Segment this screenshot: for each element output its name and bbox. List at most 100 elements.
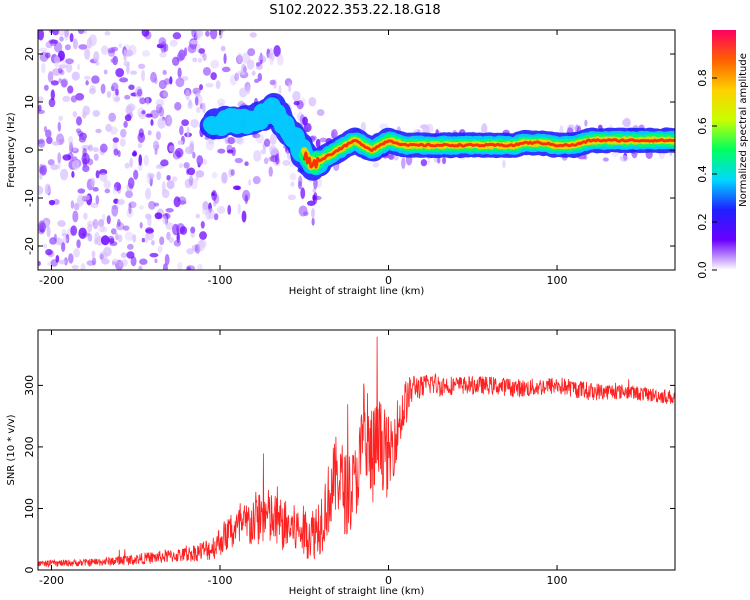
noise-blob bbox=[123, 120, 128, 128]
noise-blob bbox=[186, 265, 196, 270]
noise-blob bbox=[89, 85, 96, 92]
noise-blob bbox=[164, 253, 170, 266]
noise-blob bbox=[154, 212, 163, 220]
noise-blob bbox=[154, 148, 158, 155]
noise-blob bbox=[202, 102, 206, 114]
noise-blob bbox=[155, 98, 165, 108]
noise-blob bbox=[502, 159, 506, 169]
noise-blob bbox=[298, 205, 308, 217]
spectrogram-x-tick-label: -100 bbox=[208, 274, 233, 287]
noise-blob bbox=[127, 177, 135, 189]
noise-blob bbox=[297, 180, 302, 190]
noise-blob bbox=[195, 173, 199, 181]
noise-blob bbox=[426, 123, 434, 135]
noise-blob bbox=[269, 133, 277, 145]
noise-blob bbox=[224, 135, 231, 145]
noise-blob bbox=[220, 45, 226, 52]
noise-blob bbox=[101, 213, 106, 221]
noise-blob bbox=[212, 200, 217, 207]
chart-title: S102.2022.353.22.18.G18 bbox=[269, 3, 440, 18]
noise-blob bbox=[211, 190, 217, 201]
noise-blob bbox=[77, 63, 81, 71]
noise-blob bbox=[155, 131, 162, 140]
noise-blob bbox=[173, 239, 182, 247]
noise-blob bbox=[205, 30, 210, 37]
noise-blob bbox=[123, 49, 127, 62]
noise-blob bbox=[38, 185, 44, 195]
noise-blob bbox=[268, 166, 273, 177]
noise-blob bbox=[50, 80, 59, 86]
noise-blob bbox=[420, 124, 427, 129]
noise-blob bbox=[187, 44, 197, 54]
noise-blob bbox=[110, 228, 117, 235]
noise-blob bbox=[216, 98, 226, 106]
noise-blob bbox=[116, 199, 125, 206]
noise-blob bbox=[315, 178, 323, 188]
noise-blob bbox=[112, 186, 118, 195]
noise-blob bbox=[296, 112, 304, 121]
spectrogram-x-tick-label: -200 bbox=[39, 274, 64, 287]
spectrogram-y-tick-label: 10 bbox=[23, 95, 36, 109]
noise-blob bbox=[197, 57, 203, 63]
snr-chart: -200 -100 0 100 0 100 200 300 Height of straight… bbox=[6, 329, 676, 597]
noise-blob bbox=[139, 205, 144, 210]
noise-blob bbox=[88, 34, 97, 47]
noise-blob bbox=[68, 253, 74, 264]
noise-blob bbox=[53, 55, 61, 64]
noise-blob bbox=[91, 250, 96, 258]
noise-blob bbox=[183, 162, 190, 169]
noise-blob bbox=[192, 57, 198, 63]
noise-blob bbox=[104, 188, 111, 194]
noise-blob bbox=[124, 162, 130, 169]
noise-blob bbox=[144, 233, 149, 244]
noise-blob bbox=[133, 169, 139, 180]
noise-blob bbox=[166, 115, 173, 127]
snr-y-tick-label: 100 bbox=[23, 498, 36, 519]
noise-blob bbox=[166, 180, 175, 190]
noise-blob bbox=[319, 137, 327, 143]
noise-blob bbox=[145, 113, 153, 118]
noise-blob bbox=[145, 96, 150, 106]
noise-blob bbox=[141, 237, 146, 243]
ridge-band bbox=[302, 138, 675, 169]
noise-blob bbox=[83, 75, 91, 80]
noise-blob bbox=[100, 226, 108, 233]
noise-blob bbox=[202, 53, 207, 62]
noise-blob bbox=[185, 146, 194, 155]
noise-blob bbox=[162, 215, 168, 225]
noise-blob bbox=[311, 207, 315, 219]
noise-blob bbox=[619, 155, 629, 162]
noise-blob bbox=[132, 234, 137, 243]
spectrogram-y-tick-label: 0 bbox=[23, 147, 36, 154]
noise-blob bbox=[65, 63, 73, 73]
noise-blob bbox=[159, 90, 169, 99]
noise-blob bbox=[78, 136, 87, 143]
noise-blob bbox=[171, 176, 178, 182]
noise-blob bbox=[231, 146, 236, 157]
noise-blob bbox=[113, 148, 119, 156]
noise-blob bbox=[154, 77, 158, 85]
noise-blob bbox=[38, 47, 48, 53]
noise-blob bbox=[316, 109, 325, 117]
noise-blob bbox=[92, 147, 100, 153]
noise-blob bbox=[202, 66, 212, 76]
noise-blob bbox=[126, 251, 135, 259]
noise-blob bbox=[190, 39, 199, 45]
noise-blob bbox=[234, 157, 243, 164]
noise-blob bbox=[154, 144, 160, 150]
snr-x-axis-label: Height of straight line (km) bbox=[289, 586, 425, 597]
noise-blob bbox=[118, 43, 122, 49]
noise-blob bbox=[98, 225, 106, 233]
noise-blob bbox=[179, 226, 188, 235]
noise-blob bbox=[165, 208, 174, 213]
noise-blob bbox=[120, 128, 127, 138]
noise-blob bbox=[50, 259, 58, 267]
noise-blob bbox=[39, 173, 43, 180]
noise-blob bbox=[138, 154, 143, 166]
noise-blob bbox=[99, 172, 108, 182]
noise-blob bbox=[151, 240, 155, 246]
noise-blob bbox=[242, 189, 251, 202]
noise-blob bbox=[112, 137, 119, 143]
noise-blob bbox=[124, 94, 131, 100]
snr-y-tick-label: 0 bbox=[23, 567, 36, 574]
